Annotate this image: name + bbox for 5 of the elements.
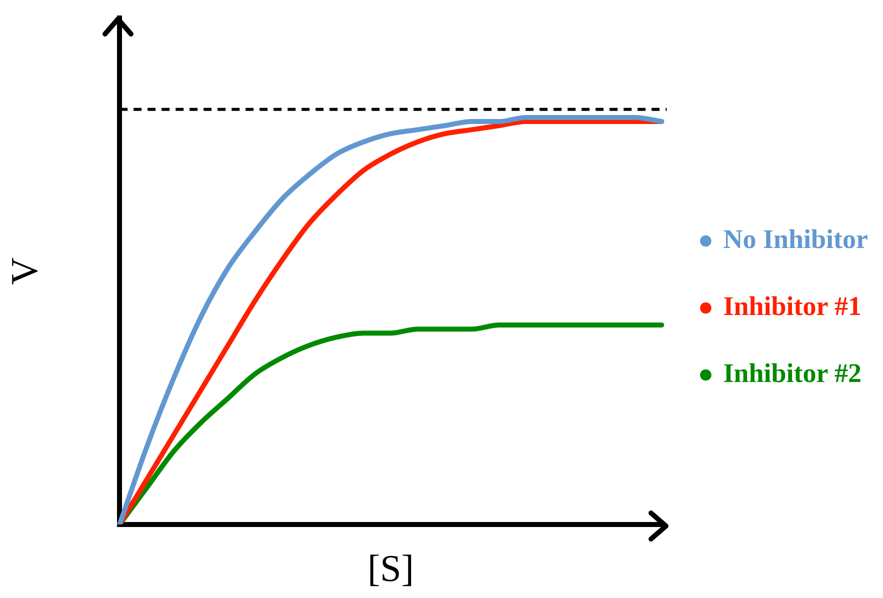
legend-label: Inhibitor #2 bbox=[723, 358, 862, 388]
legend-label: Inhibitor #1 bbox=[723, 290, 862, 321]
y-axis-title: V bbox=[4, 256, 46, 285]
legend-label: No Inhibitor bbox=[723, 224, 868, 254]
x-axis-title: [S] bbox=[367, 548, 414, 590]
